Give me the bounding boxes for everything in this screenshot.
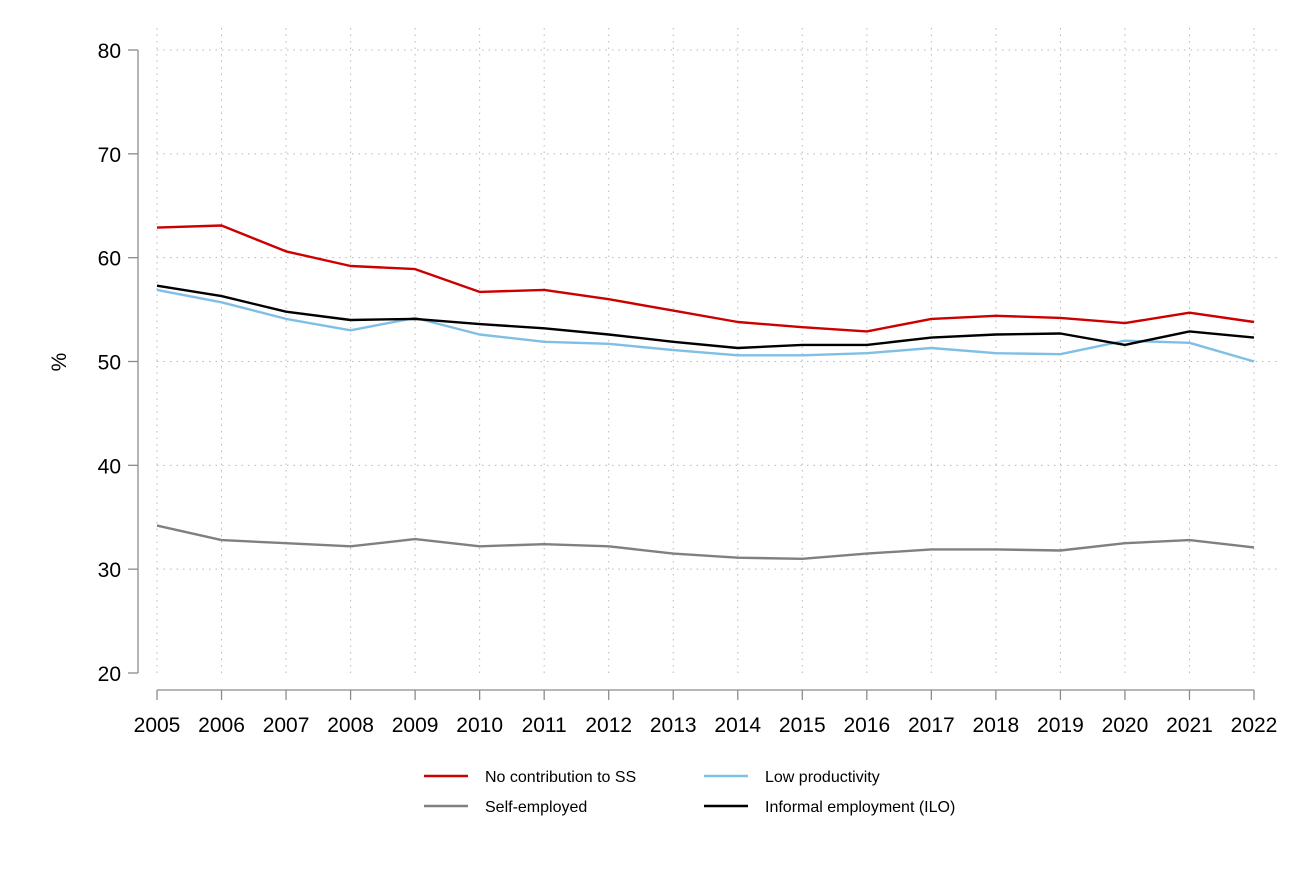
grid bbox=[156, 28, 1278, 673]
x-tick-label: 2006 bbox=[198, 714, 245, 737]
axes bbox=[137, 50, 1254, 691]
x-tick-label: 2005 bbox=[134, 714, 181, 737]
y-axis-title: % bbox=[48, 353, 71, 372]
y-tick-label: 20 bbox=[98, 663, 121, 686]
x-tick-label: 2014 bbox=[714, 714, 761, 737]
x-tick-label: 2017 bbox=[908, 714, 955, 737]
legend-item: Low productivity bbox=[704, 769, 880, 786]
x-tick-label: 2008 bbox=[327, 714, 374, 737]
legend: No contribution to SS Low productivity Sel… bbox=[424, 769, 955, 816]
y-tick-label: 60 bbox=[98, 248, 121, 271]
x-tick-label: 2015 bbox=[779, 714, 826, 737]
series-line-0 bbox=[156, 224, 1255, 333]
x-tick-label: 2011 bbox=[522, 714, 567, 737]
x-tick-label: 2019 bbox=[1037, 714, 1084, 737]
legend-label: No contribution to SS bbox=[485, 769, 636, 786]
y-tick-label: 70 bbox=[98, 144, 121, 167]
legend-item: No contribution to SS bbox=[424, 769, 636, 786]
series-line-1 bbox=[156, 288, 1255, 363]
x-tick-label: 2021 bbox=[1166, 714, 1213, 737]
x-tick-label: 2020 bbox=[1102, 714, 1149, 737]
x-tick-label: 2018 bbox=[973, 714, 1020, 737]
legend-item: Self-employed bbox=[424, 799, 587, 816]
legend-item: Informal employment (ILO) bbox=[704, 799, 955, 816]
legend-label: Low productivity bbox=[765, 769, 880, 786]
x-tick-label: 2022 bbox=[1231, 714, 1278, 737]
x-tick-label: 2007 bbox=[263, 714, 310, 737]
y-tick-label: 50 bbox=[98, 352, 121, 375]
x-tick-label: 2013 bbox=[650, 714, 697, 737]
y-tick-label: 40 bbox=[98, 455, 121, 478]
legend-label: Informal employment (ILO) bbox=[765, 799, 955, 816]
legend-label: Self-employed bbox=[485, 799, 587, 816]
series-lines bbox=[156, 224, 1255, 560]
x-tick-label: 2016 bbox=[843, 714, 890, 737]
x-axis-ticks: 2005 2006 2007 2008 2009 2010 2011 2012 2013 2014… bbox=[134, 690, 1278, 737]
x-tick-label: 2012 bbox=[585, 714, 632, 737]
series-line-3 bbox=[156, 284, 1255, 350]
y-axis-ticks: 20 30 40 50 60 70 80 bbox=[98, 40, 138, 686]
x-tick-label: 2010 bbox=[456, 714, 503, 737]
series-line-2 bbox=[156, 524, 1255, 560]
x-tick-label: 2009 bbox=[392, 714, 439, 737]
y-tick-label: 30 bbox=[98, 559, 121, 582]
y-tick-label: 80 bbox=[98, 40, 121, 63]
